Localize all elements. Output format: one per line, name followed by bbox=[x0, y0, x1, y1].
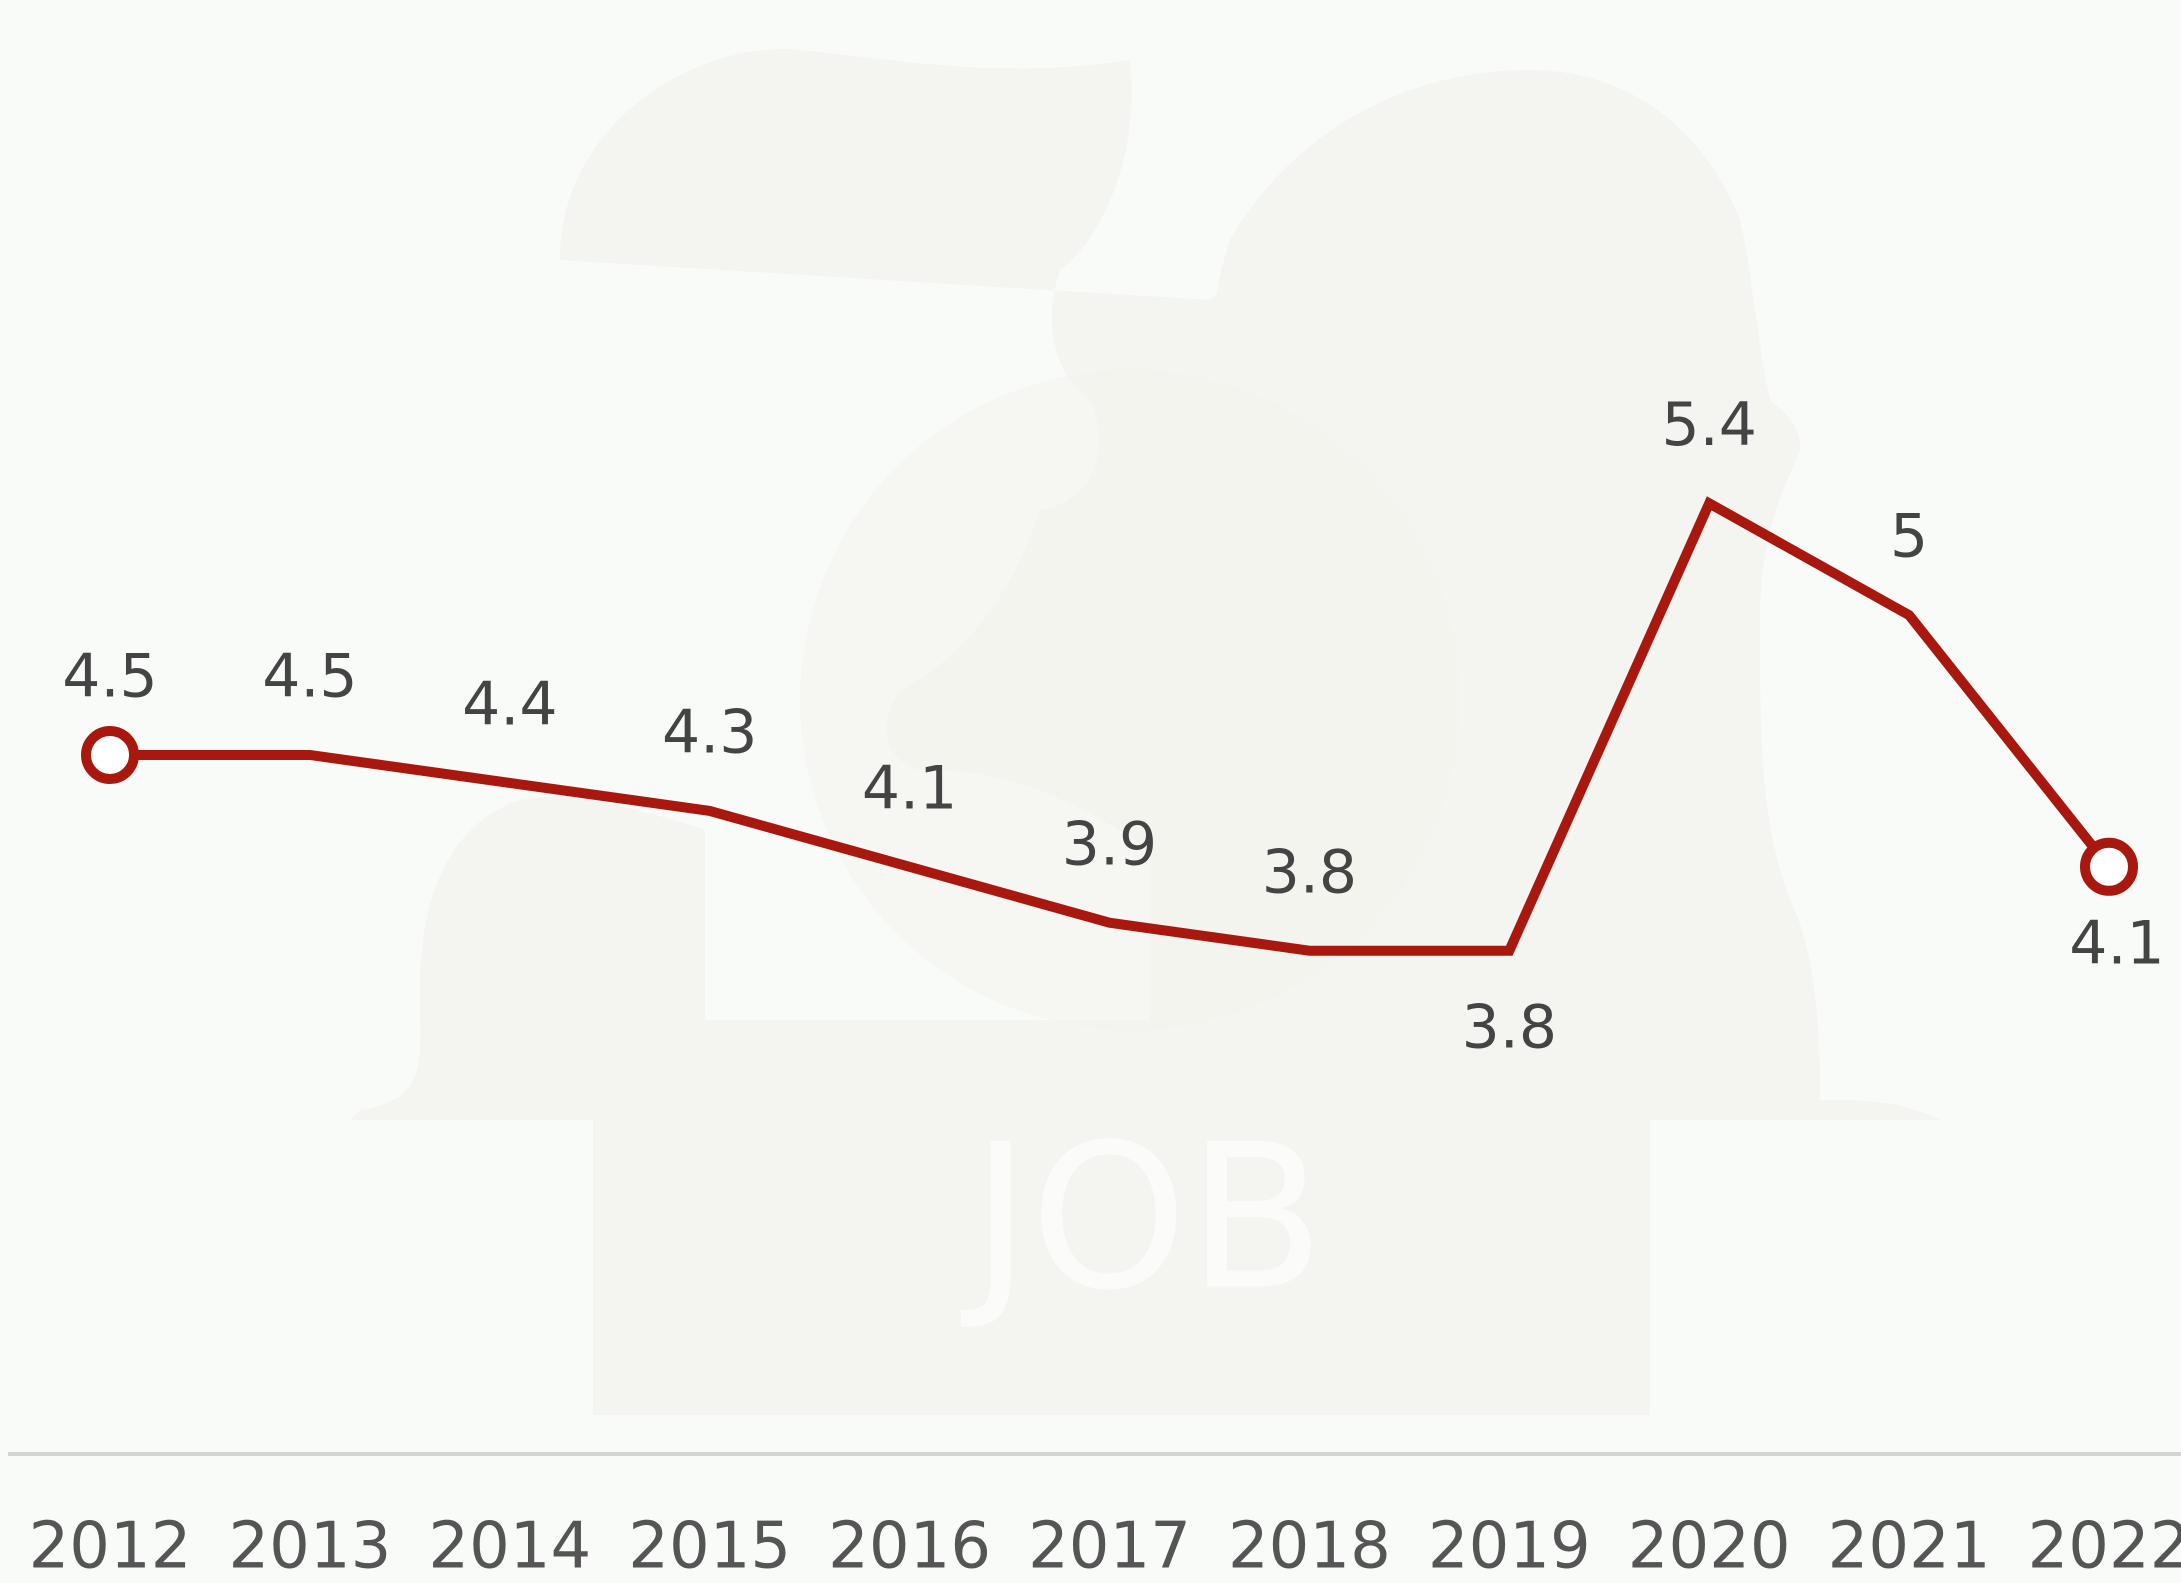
x-tick-label: 2013 bbox=[228, 1510, 391, 1583]
endpoint-marker bbox=[2080, 837, 2138, 896]
x-tick-label: 2018 bbox=[1228, 1510, 1391, 1583]
x-tick-label: 2020 bbox=[1628, 1510, 1791, 1583]
data-label: 5 bbox=[1890, 502, 1928, 572]
x-tick-label: 2015 bbox=[628, 1510, 791, 1583]
background-illustration bbox=[350, 49, 1940, 1415]
watermark-text: JOB bbox=[960, 1102, 1325, 1335]
data-label: 4.5 bbox=[262, 642, 357, 712]
x-tick-label: 2021 bbox=[1828, 1510, 1991, 1583]
data-label: 4.4 bbox=[462, 670, 557, 740]
x-tick-label: 2017 bbox=[1028, 1510, 1191, 1583]
x-tick-label: 2022 bbox=[2028, 1510, 2181, 1583]
x-tick-label: 2012 bbox=[29, 1510, 192, 1583]
data-label: 3.8 bbox=[1462, 992, 1557, 1062]
x-tick-label: 2019 bbox=[1428, 1510, 1591, 1583]
data-label: 4.5 bbox=[62, 642, 157, 712]
line-series bbox=[110, 496, 2113, 956]
data-label: 3.8 bbox=[1262, 837, 1357, 907]
endpoint-marker bbox=[81, 725, 139, 784]
data-label: 4.1 bbox=[862, 753, 957, 823]
data-label: 4.3 bbox=[662, 697, 757, 767]
data-label: 5.4 bbox=[1661, 390, 1756, 460]
data-label: 4.1 bbox=[2069, 908, 2164, 978]
x-tick-label: 2016 bbox=[828, 1510, 991, 1583]
data-label: 3.9 bbox=[1062, 809, 1157, 879]
x-tick-label: 2014 bbox=[428, 1510, 591, 1583]
